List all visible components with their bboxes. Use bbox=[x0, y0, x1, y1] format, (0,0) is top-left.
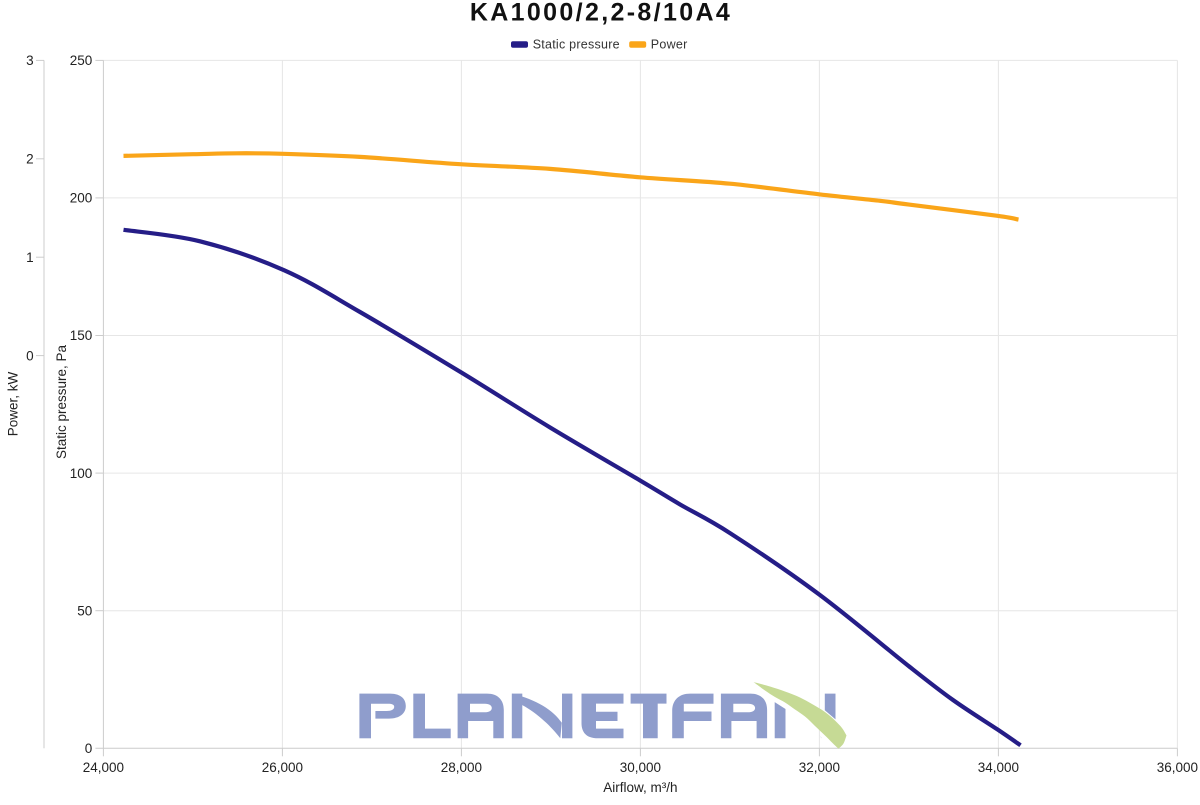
svg-text:26,000: 26,000 bbox=[262, 760, 303, 775]
svg-text:34,000: 34,000 bbox=[978, 760, 1019, 775]
svg-text:200: 200 bbox=[70, 191, 93, 206]
svg-text:30,000: 30,000 bbox=[620, 760, 661, 775]
svg-text:0: 0 bbox=[85, 741, 93, 756]
svg-text:Static pressure, Pa: Static pressure, Pa bbox=[54, 344, 69, 459]
svg-text:24,000: 24,000 bbox=[83, 760, 124, 775]
svg-text:32,000: 32,000 bbox=[799, 760, 840, 775]
svg-text:28,000: 28,000 bbox=[441, 760, 482, 775]
svg-text:3: 3 bbox=[26, 53, 34, 68]
svg-text:250: 250 bbox=[70, 53, 93, 68]
svg-text:36,000: 36,000 bbox=[1157, 760, 1198, 775]
svg-text:Power, kW: Power, kW bbox=[6, 371, 21, 436]
svg-text:KA1000/2,2-8/10A4: KA1000/2,2-8/10A4 bbox=[470, 0, 732, 27]
svg-text:150: 150 bbox=[70, 328, 93, 343]
svg-text:1: 1 bbox=[26, 250, 34, 265]
svg-text:100: 100 bbox=[70, 466, 93, 481]
svg-text:Power: Power bbox=[651, 37, 688, 51]
svg-text:2: 2 bbox=[26, 152, 34, 167]
svg-text:Static pressure: Static pressure bbox=[533, 37, 620, 51]
svg-text:0: 0 bbox=[26, 348, 34, 363]
svg-text:Airflow, m³/h: Airflow, m³/h bbox=[603, 780, 677, 795]
svg-text:50: 50 bbox=[77, 603, 92, 618]
